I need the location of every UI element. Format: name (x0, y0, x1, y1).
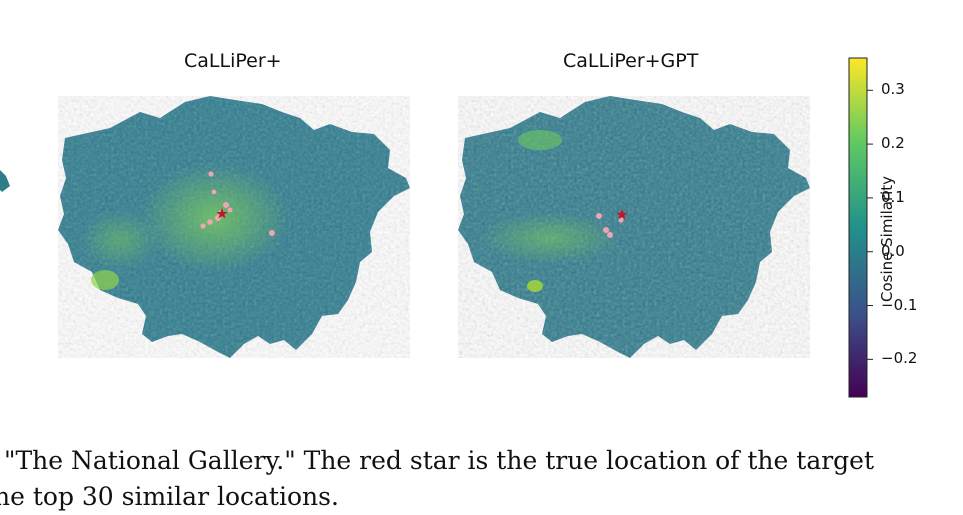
top-similar-locations (596, 213, 624, 238)
colorbar-tick-label: −0.1 (881, 295, 918, 314)
colorbar (848, 57, 873, 398)
cropped-map-fragment (0, 170, 10, 192)
panel-title-calliper: CaLLiPer+ (184, 50, 282, 72)
colorbar-gradient (848, 57, 868, 398)
figure-caption-line-2: he top 30 similar locations. (0, 482, 339, 511)
panel-title-calliper-gpt: CaLLiPer+GPT (563, 50, 699, 72)
map-calliper-gpt (458, 96, 810, 358)
top-similar-locations (200, 171, 275, 236)
colorbar-label: Cosine Similarity (878, 175, 896, 302)
colorbar-tick-label: −0.2 (881, 349, 918, 368)
figure-caption-line-1: "The National Gallery." The red star is … (4, 446, 875, 475)
colorbar-tick-label: 0.1 (881, 187, 905, 206)
map-calliper (58, 96, 410, 358)
true-location-star (216, 208, 228, 219)
colorbar-tick-label: 0.0 (881, 241, 905, 260)
figure-maps (0, 57, 873, 398)
colorbar-tick-label: 0.3 (881, 80, 905, 99)
colorbar-tick-label: 0.2 (881, 134, 905, 153)
true-location-star (616, 209, 628, 220)
